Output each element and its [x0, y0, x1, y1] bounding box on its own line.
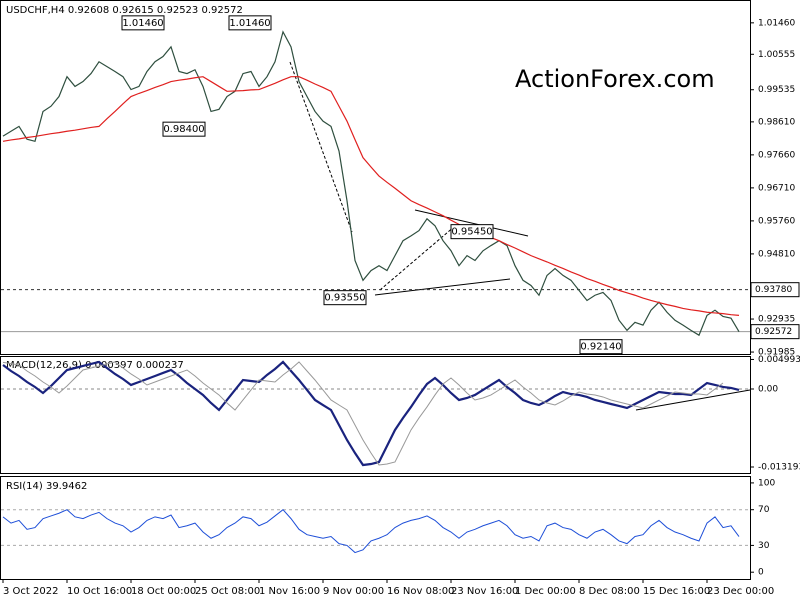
x-tick-label: 23 Dec 00:00 — [707, 586, 774, 597]
macd-panel — [0, 356, 751, 474]
annotation-label: 0.93550 — [324, 293, 365, 304]
x-tick-label: 16 Nov 08:00 — [387, 586, 454, 597]
annotation-box — [228, 15, 272, 31]
level-label-box — [750, 282, 800, 298]
trendline — [414, 209, 529, 237]
series-line — [2, 509, 740, 554]
trendline — [635, 389, 751, 411]
y-tick-label: 0 — [758, 568, 764, 578]
level-label: 0.93780 — [755, 285, 792, 295]
annotation-box — [162, 121, 206, 137]
annotation-box — [450, 224, 494, 240]
macd-title: MACD(12,26,9) 0.000397 0.000237 — [6, 360, 184, 371]
annotation-box — [579, 339, 623, 355]
x-tick-label: 8 Dec 08:00 — [579, 586, 640, 597]
x-tick-label: 23 Nov 16:00 — [451, 586, 518, 597]
y-tick-label: 30 — [758, 541, 770, 551]
y-tick-label: 0.92935 — [758, 315, 795, 325]
x-tick-label: 15 Dec 16:00 — [643, 586, 710, 597]
x-tick-label: 3 Oct 2022 — [3, 586, 58, 597]
series-line — [2, 361, 724, 466]
annotation-label: 0.95450 — [451, 227, 492, 238]
rsi-title: RSI(14) 39.9462 — [6, 481, 87, 492]
annotation-box — [121, 15, 165, 31]
x-tick-label: 25 Oct 08:00 — [195, 586, 260, 597]
series-line — [2, 360, 740, 467]
y-tick-label: 100 — [758, 478, 775, 488]
x-tick-label: 1 Dec 00:00 — [515, 586, 576, 597]
series-line — [2, 76, 740, 316]
x-tick-label: 18 Oct 00:00 — [131, 586, 196, 597]
y-tick-label: 0.00 — [758, 384, 778, 394]
annotation-label: 0.92140 — [580, 342, 621, 353]
annotation-label: 1.01460 — [122, 18, 163, 29]
price-title: USDCHF,H4 0.92608 0.92615 0.92523 0.9257… — [6, 5, 243, 16]
trendline — [289, 61, 353, 233]
rsi-panel — [0, 476, 751, 580]
x-tick-label: 10 Oct 16:00 — [67, 586, 132, 597]
y-tick-label: 0.96710 — [758, 183, 795, 193]
x-tick-label: 1 Nov 16:00 — [259, 586, 320, 597]
price-panel — [0, 0, 751, 355]
annotation-box — [323, 290, 367, 306]
x-tick-label: 9 Nov 00:00 — [323, 586, 384, 597]
trendlines — [289, 61, 751, 411]
y-tick-label: 0.94810 — [758, 249, 795, 259]
annotation-label: 1.01460 — [229, 18, 270, 29]
y-tick-label: 0.95760 — [758, 216, 795, 226]
level-label-box — [750, 324, 800, 340]
y-tick-label: -0.013193 — [758, 462, 800, 472]
y-tick-label: 70 — [758, 505, 770, 515]
series-line — [2, 30, 740, 337]
y-tick-label: 0.98610 — [758, 117, 795, 127]
watermark: ActionForex.com — [515, 65, 715, 93]
y-tick-label: 1.01460 — [758, 18, 795, 28]
trendline — [379, 225, 456, 291]
y-tick-label: 0.004993 — [758, 355, 800, 365]
y-tick-label: 0.99535 — [758, 85, 795, 95]
y-tick-label: 1.00555 — [758, 50, 795, 60]
annotation-label: 0.98400 — [163, 124, 204, 135]
level-label: 0.92572 — [755, 327, 792, 337]
y-tick-label: 0.91985 — [758, 348, 795, 358]
trendline — [374, 278, 511, 296]
y-tick-label: 0.97660 — [758, 150, 795, 160]
